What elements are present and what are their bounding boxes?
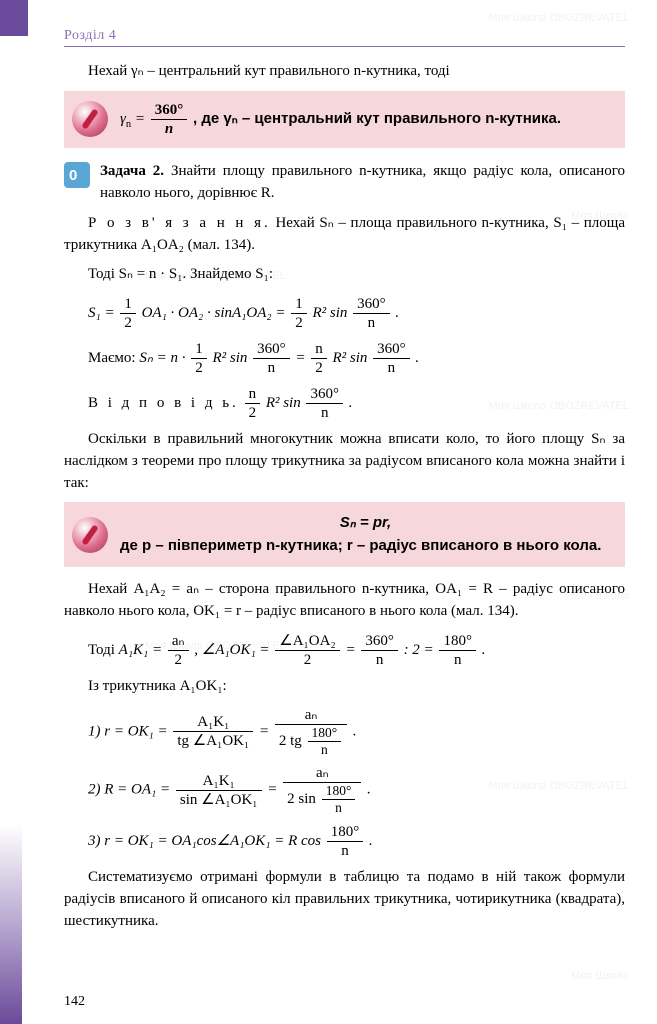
page-content: Розділ 4 Нехай γₙ – центральний кут прав…	[0, 0, 657, 969]
pencil-icon	[72, 101, 108, 137]
item-2: 2) R = OA₁ = A₁K₁sin ∠A₁OK₁ = aₙ 2 sin 1…	[88, 764, 625, 816]
side-tab	[0, 0, 28, 36]
item-3: 3) r = OK₁ = OA₁cos∠A₁OK₁ = R cos 180°n …	[88, 822, 625, 861]
from-triangle: Із трикутника A₁OK₁:	[64, 676, 625, 698]
pencil-icon	[72, 517, 108, 553]
task-2: Задача 2. Знайти площу правильного n-кут…	[64, 160, 625, 205]
solution-p2: Тоді Sₙ = n · S₁. Знайдемо S₁:	[64, 264, 625, 286]
task-title: Задача 2.	[100, 163, 164, 179]
item-1: 1) r = OK₁ = A₁K₁tg ∠A₁OK₁ = aₙ 2 tg 180…	[88, 706, 625, 758]
formula-s1: S₁ = 12 OA₁ · OA₂ · sinA₁OA₂ = 12 R² sin…	[88, 294, 625, 333]
answer-line: В і д п о в і д ь. n2 R² sin 360°n .	[88, 384, 625, 423]
watermark: Моя Школа	[571, 970, 629, 982]
solution-p1: Р о з в' я з а н н я. Нехай Sₙ – площа п…	[64, 213, 625, 257]
box1-text: , де γₙ – центральний кут правильного n-…	[193, 110, 561, 127]
task-body: Знайти площу правильного n-кутника, якщо…	[100, 163, 625, 202]
box2-text: де p – півпериметр n-кутника; r – радіус…	[120, 535, 611, 558]
formula-box-pr: Sₙ = pr, де p – півпериметр n-кутника; r…	[64, 502, 625, 567]
chapter-header: Розділ 4	[64, 28, 625, 47]
formula-sn: Маємо: Sₙ = n · 12 R² sin 360°n = n2 R² …	[88, 339, 625, 378]
intro-paragraph: Нехай γₙ – центральний кут правильного n…	[64, 61, 625, 83]
formula-text: γn = 360°n	[120, 111, 193, 127]
final-paragraph: Систематизуємо отримані формули в таблиц…	[64, 867, 625, 932]
para-let: Нехай A₁A₂ = aₙ – сторона правильного n-…	[64, 579, 625, 623]
formula-box-gamma: γn = 360°n , де γₙ – центральний кут пра…	[64, 91, 625, 148]
task-icon	[64, 162, 90, 188]
para-inscribed: Оскільки в правильний многокутник можна …	[64, 429, 625, 494]
page-number: 142	[64, 994, 85, 1010]
box2-formula: Sₙ = pr,	[120, 512, 611, 535]
formula-then: Тоді A₁K₁ = aₙ2 , ∠A₁OK₁ = ∠A₁OA₂2 = 360…	[88, 631, 625, 670]
